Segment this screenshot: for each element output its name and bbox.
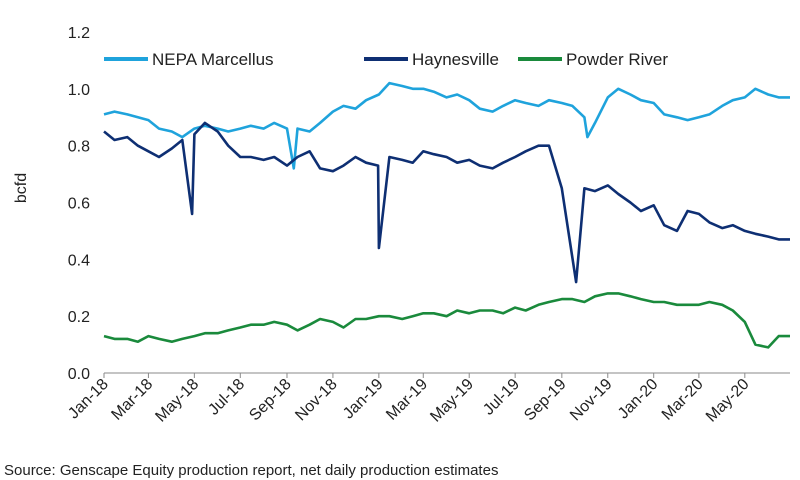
series-lines	[103, 81, 790, 349]
legend-label: Powder River	[566, 50, 668, 69]
legend: NEPA Marcellus Haynesville Powder River	[104, 50, 668, 69]
x-tick-label: Jul-18	[205, 376, 248, 419]
series-line-nepa-marcellus	[103, 81, 790, 170]
x-tick-label: Jul-19	[480, 376, 523, 419]
series-line-powder-river	[103, 292, 790, 349]
x-tick-label: May-19	[427, 376, 477, 426]
x-tick-label: Nov-19	[567, 376, 616, 425]
legend-label: NEPA Marcellus	[152, 50, 274, 69]
y-tick-label: 0.0	[68, 366, 90, 383]
x-tick-label: Jan-20	[615, 376, 662, 423]
y-tick-label: 0.4	[68, 252, 90, 269]
x-tick-label: May-20	[703, 376, 753, 426]
y-tick-label: 0.8	[68, 139, 90, 156]
legend-label: Haynesville	[412, 50, 499, 69]
series-line-haynesville	[103, 121, 790, 284]
y-tick-label: 1.2	[68, 25, 90, 42]
source-note: Source: Genscape Equity production repor…	[4, 462, 499, 479]
x-tick-label: Mar-18	[108, 376, 156, 424]
y-tick-label: 0.6	[68, 196, 90, 213]
y-tick-label: 0.2	[68, 309, 90, 326]
x-tick-label: May-18	[152, 376, 202, 426]
y-tick-label: 1.0	[68, 82, 90, 99]
x-tick-label: Mar-20	[659, 376, 707, 424]
x-tick-label: Mar-19	[383, 376, 431, 424]
x-tick-label: Sep-18	[246, 376, 295, 425]
y-axis-label: bcfd	[13, 173, 30, 203]
x-tick-label: Nov-18	[292, 376, 341, 425]
x-tick-label: Jan-19	[340, 376, 387, 423]
y-axis: 0.0 0.2 0.4 0.6 0.8 1.0 1.2	[68, 25, 90, 383]
x-tick-label: Sep-19	[521, 376, 570, 425]
